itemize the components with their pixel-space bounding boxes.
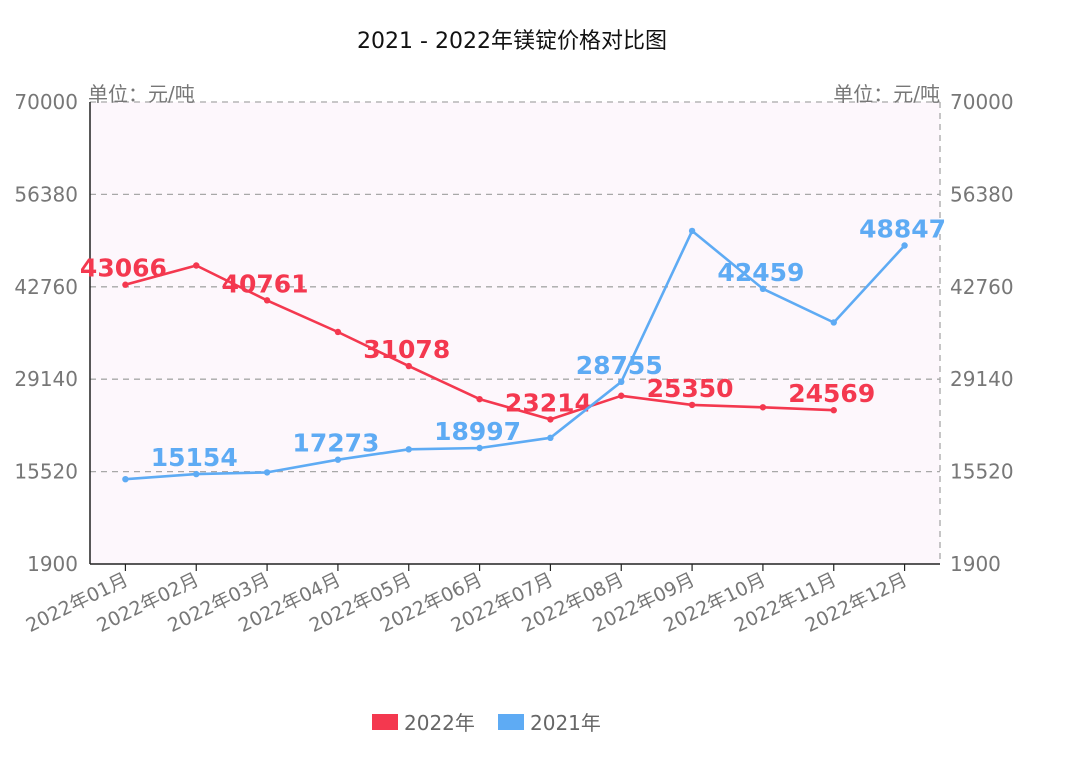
plot-area	[90, 102, 940, 564]
data-point	[830, 319, 837, 326]
data-label: 23214	[505, 388, 592, 417]
data-label: 24569	[788, 379, 875, 408]
data-point	[618, 378, 625, 386]
data-point	[830, 407, 837, 414]
data-label: 28755	[576, 351, 663, 380]
data-label: 40761	[222, 269, 309, 298]
data-point	[759, 404, 767, 411]
data-point	[334, 456, 342, 463]
y-ticks-left: 70000 56380 42760 29140 15520 1900	[14, 90, 78, 576]
grid-lines	[90, 101, 940, 473]
legend-swatch-2021[interactable]	[498, 714, 524, 730]
data-point	[405, 446, 412, 453]
data-point	[476, 395, 483, 403]
y-tick-label-right: 29140	[950, 367, 1014, 391]
data-point	[759, 285, 767, 293]
x-ticks: 2022年01月2022年02月2022年03月2022年04月2022年05月…	[23, 564, 911, 637]
data-label: 48847	[859, 215, 946, 244]
data-point	[193, 470, 200, 478]
chart-title: 2021 - 2022年镁锭价格对比图	[357, 29, 667, 54]
y-tick-label-right: 15520	[950, 460, 1014, 484]
data-point	[688, 227, 696, 235]
y-ticks-right: 70000 56380 42760 29140 15520 1900	[950, 90, 1014, 576]
data-point	[688, 401, 696, 409]
data-point	[405, 362, 412, 370]
legend-label-2021[interactable]: 2021年	[530, 711, 601, 735]
data-point	[122, 281, 129, 288]
data-point	[618, 392, 625, 399]
legend[interactable]: 2022年 2021年	[372, 711, 601, 735]
legend-label-2022[interactable]: 2022年	[404, 711, 475, 735]
y-tick-label-right: 42760	[950, 275, 1014, 299]
y-tick-label-right: 70000	[950, 90, 1014, 114]
y-tick-label-left: 70000	[14, 90, 78, 114]
data-point	[122, 475, 129, 483]
data-label: 17273	[292, 429, 379, 458]
data-label: 18997	[434, 417, 521, 446]
data-label: 15154	[151, 443, 238, 472]
data-point	[547, 416, 554, 423]
series-layer: 43066 40761 31078 23214 25350 24569 15154 17273…	[80, 215, 946, 483]
legend-swatch-2022[interactable]	[372, 714, 398, 730]
y-tick-label-left: 15520	[14, 460, 78, 484]
y-tick-label-left: 1900	[27, 552, 78, 576]
data-point	[263, 297, 271, 304]
y-tick-label-right: 1900	[950, 552, 1001, 576]
right-unit-label: 单位：元/吨	[833, 82, 940, 106]
data-point	[334, 328, 342, 336]
data-point	[193, 262, 200, 269]
data-label: 43066	[80, 254, 167, 283]
y-tick-label-right: 56380	[950, 182, 1014, 206]
data-label: 25350	[647, 374, 734, 403]
left-unit-label: 单位：元/吨	[88, 82, 195, 106]
data-point	[476, 444, 483, 452]
data-point	[547, 434, 554, 442]
y-tick-label-left: 56380	[14, 182, 78, 206]
series-line-2021年	[125, 229, 906, 481]
data-point	[263, 469, 271, 476]
axes	[89, 102, 941, 565]
y-tick-label-left: 29140	[14, 367, 78, 391]
data-label: 42459	[717, 258, 804, 287]
data-point	[901, 242, 908, 249]
y-tick-label-left: 42760	[14, 275, 78, 299]
data-label: 31078	[363, 335, 450, 364]
